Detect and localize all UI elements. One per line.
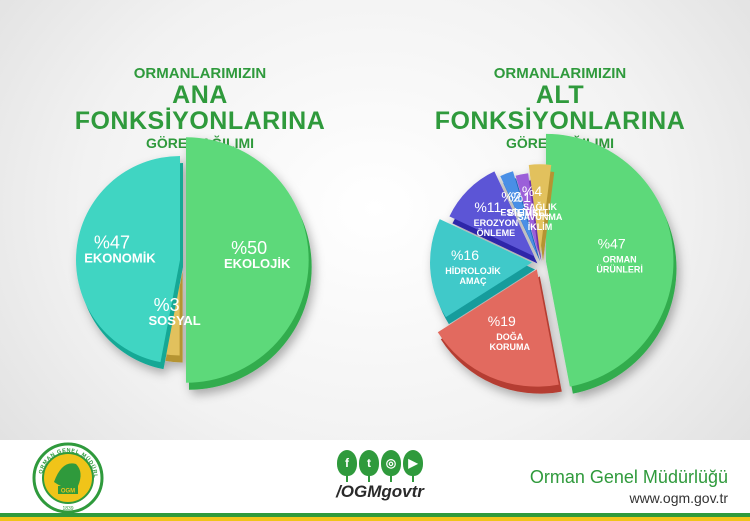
pie-slice-2-3 [430, 219, 533, 318]
slice-category-label: ÜRÜNLERİ [596, 264, 643, 274]
logo-badge-text: OGM [61, 489, 75, 495]
youtube-icon[interactable]: ▶ [403, 450, 423, 482]
slice-percent-label: %1 [511, 189, 531, 205]
twitter-icon[interactable]: t [359, 450, 379, 482]
pie-slice-1-3 [75, 156, 180, 363]
right-title-line2: ALT FONKSİYONLARINA [434, 80, 686, 135]
slice-category-label: SOSYAL [148, 313, 200, 328]
slice-category-label: ORMAN [603, 254, 637, 264]
slice-category-label: DOĞA [496, 331, 524, 342]
slice-percent-label: %11 [474, 199, 501, 215]
slice-percent-label: %47 [598, 235, 626, 251]
slice-category-label: HİDROLOJİK [445, 266, 501, 276]
slice-percent-label: %47 [94, 232, 130, 252]
pie-chart-2 [430, 133, 677, 394]
right-chart-title: ORMANLARIMIZIN ALT FONKSİYONLARINA GÖRE … [415, 66, 705, 151]
pie-slice-1-1 [186, 137, 309, 383]
pie-chart-1 [75, 137, 312, 390]
pie-slice-2-1 [545, 133, 674, 387]
pie-slice-2-2 [437, 269, 559, 387]
social-handle[interactable]: /OGMgovtr [336, 482, 424, 501]
logo-year-text: 1839 [62, 506, 73, 512]
footer: OGM 1839 ORMAN GENEL MÜDÜRLÜĞÜ f t ◎ ▶ /… [0, 440, 750, 521]
footer-stripe-yellow [0, 517, 750, 521]
slice-percent-label: %19 [488, 313, 516, 329]
slice-category-label: İKLİM [528, 222, 553, 232]
slice-category-label: SAVUNMA [518, 212, 563, 222]
left-title-line1: ORMANLARIMIZIN [133, 65, 267, 82]
slice-category-label: EROZYON [474, 218, 519, 228]
left-chart-title: ORMANLARIMIZIN ANA FONKSİYONLARINA GÖRE … [55, 66, 345, 151]
instagram-icon[interactable]: ◎ [381, 450, 401, 482]
ogm-logo-icon: OGM 1839 ORMAN GENEL MÜDÜRLÜĞÜ [32, 442, 104, 514]
footer-stripe-green [0, 513, 750, 517]
slice-category-label: KORUMA [490, 342, 531, 352]
pie-slice-2-4 [449, 171, 535, 257]
slice-category-label: EKONOMİK [84, 250, 156, 265]
website-link[interactable]: www.ogm.gov.tr [629, 490, 728, 506]
slice-percent-label: %3 [154, 295, 180, 315]
slice-category-label: ÖNLEME [477, 228, 516, 238]
slice-category-label: ESTETİK [500, 207, 539, 217]
slice-percent-label: %16 [451, 247, 479, 263]
pie-slice-2-7 [528, 164, 552, 254]
slice-percent-label: %50 [231, 238, 267, 258]
social-icons: f t ◎ ▶ [325, 450, 435, 482]
facebook-icon[interactable]: f [337, 450, 357, 482]
right-title-line1: ORMANLARIMIZIN [493, 65, 627, 82]
slice-category-label: SAĞLIK [523, 201, 558, 212]
slice-percent-label: %4 [522, 183, 542, 199]
pie-slice-2-6 [515, 173, 539, 255]
slice-category-label: EKOLOJİK [224, 256, 291, 271]
slice-category-label: BİLİMSEL [508, 208, 551, 218]
slice-percent-label: %2 [501, 188, 521, 204]
social-block: f t ◎ ▶ /OGMgovtr [325, 450, 435, 520]
org-name: Orman Genel Müdürlüğü [529, 467, 728, 487]
pie-slice-2-5 [500, 171, 538, 255]
left-title-line2: ANA FONKSİYONLARINA [74, 80, 326, 135]
slice-category-label: AMAÇ [459, 276, 486, 286]
